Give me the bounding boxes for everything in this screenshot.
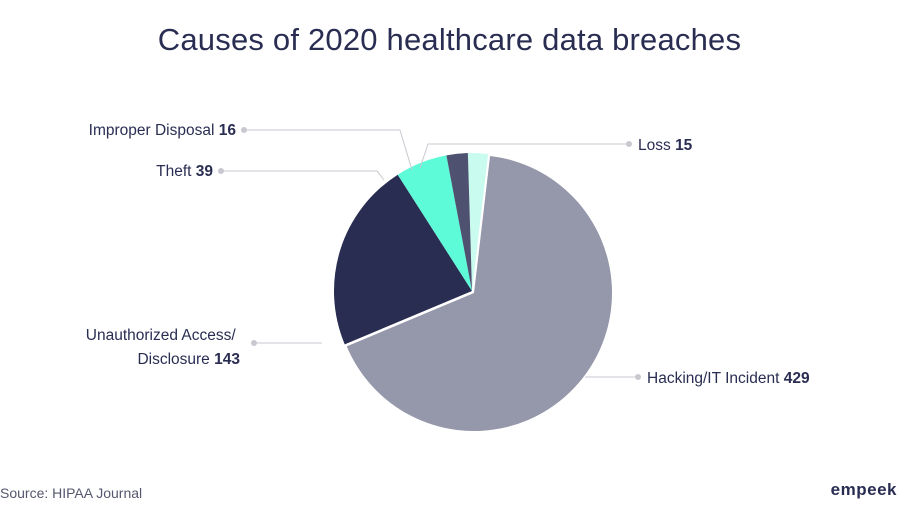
label-unauthorized-access-line2: Disclosure 143	[137, 351, 240, 368]
label-improper-disposal-name: Improper Disposal	[89, 122, 215, 139]
label-theft: Theft 39	[156, 163, 213, 180]
source-note: Source: HIPAA Journal	[0, 485, 143, 501]
pie-slices	[333, 152, 612, 431]
pie-slice-improper-disposal	[446, 153, 472, 291]
label-hacking-name: Hacking/IT Incident	[647, 370, 780, 387]
label-improper-disposal-value: 16	[219, 122, 237, 139]
leader-line-loss	[419, 143, 629, 169]
label-improper-disposal: Improper Disposal 16	[89, 122, 237, 139]
label-unauthorized-access-line1: Unauthorized Access/	[86, 327, 237, 344]
label-unauthorized-access-value: 143	[214, 351, 240, 368]
label-unauthorized-access: Unauthorized Access/ Disclosure 143	[86, 327, 241, 368]
label-dot-unauthorized-access	[251, 340, 257, 346]
label-loss-name: Loss	[638, 137, 671, 154]
label-theft-value: 39	[196, 163, 214, 180]
chart-title: Causes of 2020 healthcare data breaches	[157, 22, 742, 57]
label-dot-loss	[626, 141, 632, 147]
label-dot-hacking	[635, 374, 641, 380]
label-loss-value: 15	[675, 137, 693, 154]
label-theft-name: Theft	[156, 163, 192, 180]
label-hacking-value: 429	[784, 370, 810, 387]
leader-line-improper-disposal	[244, 129, 413, 171]
label-dot-theft	[218, 168, 224, 174]
label-hacking: Hacking/IT Incident 429	[647, 370, 810, 387]
pie-slice-unauthorized-access-disclosure	[333, 174, 472, 345]
pie-slice-theft	[397, 155, 472, 291]
leader-line-theft	[221, 170, 385, 181]
label-dot-improper-disposal	[241, 127, 247, 133]
brand-logo: empeek	[830, 480, 897, 499]
pie-slice-loss	[467, 152, 489, 291]
label-loss: Loss 15	[638, 137, 693, 154]
pie-slice-hacking-it-incident	[346, 155, 612, 431]
